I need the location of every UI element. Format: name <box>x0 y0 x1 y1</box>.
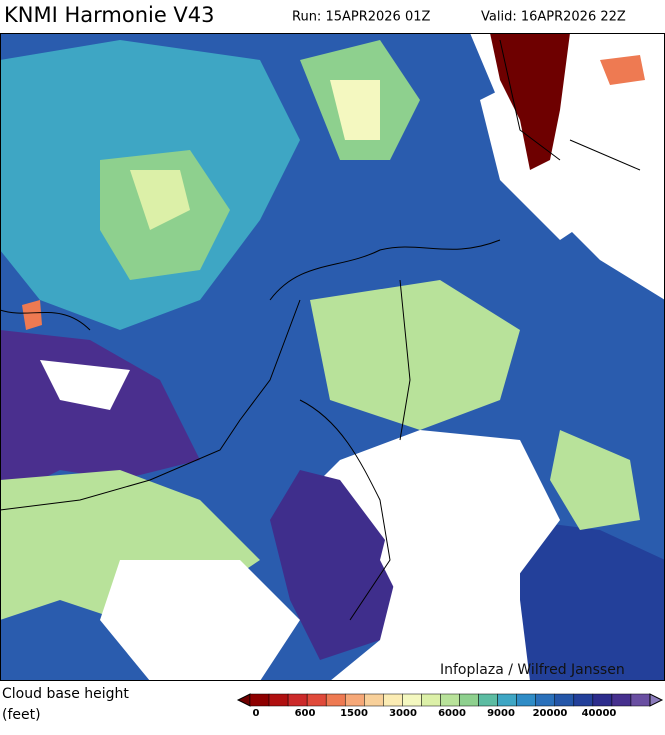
colorbar-segment <box>287 693 308 707</box>
colorbar-segment <box>535 693 556 707</box>
cloud-field <box>270 470 400 660</box>
colorbar-segment <box>497 693 517 707</box>
borders <box>0 39 641 621</box>
title: KNMI Harmonie V43 <box>4 3 215 27</box>
cloud-field <box>520 520 665 681</box>
colorbar-segment <box>440 693 460 707</box>
colorbar-segment <box>592 693 613 707</box>
colorbar-label: 9000 <box>487 708 515 719</box>
colorbar-segment <box>611 693 632 707</box>
colorbar-label: 40000 <box>582 708 617 719</box>
colorbar-segment <box>402 693 422 707</box>
colorbar-segment <box>249 693 270 707</box>
low-cloud-area <box>490 33 570 170</box>
legend-title: Cloud base height <box>2 686 129 702</box>
colorbar-segment <box>344 693 365 707</box>
low-cloud-area <box>22 300 42 330</box>
clear-area <box>100 560 300 681</box>
colorbar-label: 0 <box>253 708 260 719</box>
colorbar-segment <box>478 693 498 707</box>
colorbar-label: 3000 <box>389 708 417 719</box>
cloud-field <box>550 430 640 530</box>
low-cloud-area <box>600 55 645 85</box>
colorbar-label: 20000 <box>533 708 568 719</box>
colorbar-segment <box>573 693 594 707</box>
colorbar-segment <box>459 693 479 707</box>
cloud-field <box>330 80 380 140</box>
colorbar-label: 1500 <box>340 708 368 719</box>
colorbar-segment <box>383 693 403 707</box>
colorbar-segment <box>306 693 327 707</box>
colorbar-segment <box>325 693 346 707</box>
colorbar-segment <box>516 693 536 707</box>
valid-time: Valid: 16APR2026 22Z <box>481 10 626 25</box>
clear-area <box>380 430 560 640</box>
clear-area <box>40 360 130 410</box>
colorbar-segment <box>630 693 651 707</box>
run-time: Run: 15APR2026 01Z <box>292 10 431 25</box>
colorbar-label: 600 <box>295 708 316 719</box>
colorbar-segment <box>364 693 384 707</box>
credit: Infoplaza / Wilfred Janssen <box>440 662 625 678</box>
colorbar-segment <box>268 693 289 707</box>
colorbar-arrow <box>236 693 251 707</box>
cloud-field <box>130 170 190 230</box>
colorbar-segment <box>421 693 441 707</box>
colorbar-label: 6000 <box>438 708 466 719</box>
map: Infoplaza / Wilfred Janssen <box>0 33 665 681</box>
colorbar-arrow <box>649 693 664 707</box>
cloud-field <box>310 280 520 430</box>
colorbar-segment <box>554 693 575 707</box>
colorbar: 0 600 1500 3000 6000 9000 20000 40000 <box>236 693 664 719</box>
legend-unit: (feet) <box>2 707 41 723</box>
